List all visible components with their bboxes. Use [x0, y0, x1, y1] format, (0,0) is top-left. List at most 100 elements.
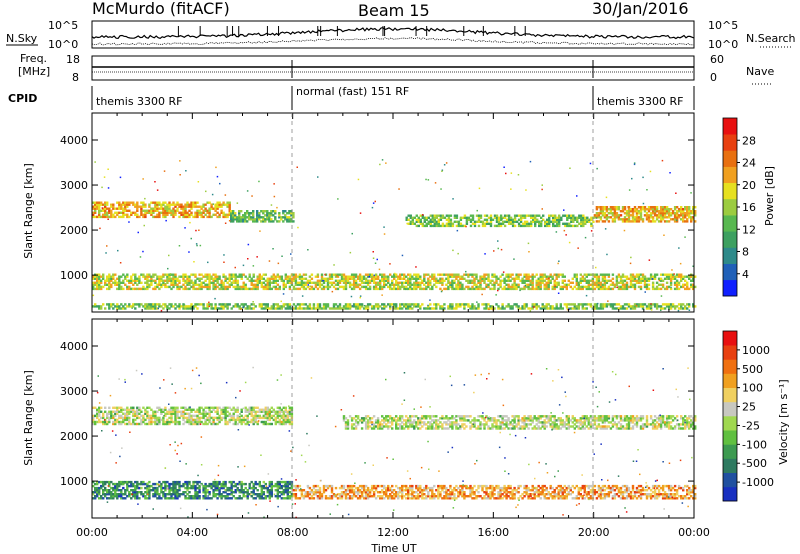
heatmap-cell: [364, 305, 368, 308]
heatmap-cell: [548, 218, 551, 221]
heatmap-cell: [690, 279, 693, 282]
heatmap-cell: [564, 214, 567, 217]
heatmap-cell: [316, 305, 320, 308]
heatmap-cell: [613, 421, 617, 424]
heatmap-cell: [278, 408, 281, 411]
heatmap-cell: [385, 275, 388, 278]
heatmap-cell: [190, 281, 193, 284]
heatmap-cell: [485, 421, 488, 424]
heatmap-cell: [180, 213, 183, 216]
heatmap-cell: [399, 307, 402, 310]
heatmap-cell: [661, 419, 665, 422]
heatmap-cell: [366, 419, 370, 422]
heatmap-cell: [673, 214, 677, 217]
heatmap-cell: [530, 220, 533, 223]
heatmap-cell: [417, 417, 420, 420]
heatmap-cell: [575, 421, 578, 424]
heatmap-cell: [238, 416, 241, 420]
heatmap-cell: [567, 279, 570, 282]
heatmap-cell: [350, 417, 354, 420]
heatmap-cell: [692, 208, 695, 211]
heatmap-cell: [208, 213, 211, 216]
heatmap-cell: [294, 275, 298, 278]
heatmap-cell: [346, 419, 350, 422]
heatmap-cell: [348, 277, 352, 280]
heatmap-cell: [401, 283, 404, 286]
heatmap-cell: [682, 210, 685, 213]
heatmap-cell: [164, 406, 167, 409]
heatmap-cell: [649, 220, 653, 223]
heatmap-cell: [665, 220, 669, 223]
heatmap-cell: [523, 273, 526, 276]
heatmap-cell: [142, 406, 145, 409]
heatmap-cell: [532, 218, 535, 221]
heatmap-cell: [172, 410, 175, 413]
heatmap-cell: [521, 222, 525, 225]
heatmap-cell: [198, 408, 201, 411]
heatmap-cell: [505, 425, 508, 428]
heatmap-cell: [525, 277, 528, 280]
heatmap-cell: [114, 410, 117, 413]
heatmap-point: [677, 309, 680, 312]
heatmap-cell: [150, 209, 153, 212]
heatmap-cell: [407, 303, 410, 306]
heatmap-cell: [236, 408, 239, 411]
heatmap-cell: [659, 277, 663, 280]
heatmap-cell: [583, 415, 586, 418]
heatmap-cell: [637, 210, 641, 213]
heatmap-cell: [98, 201, 101, 204]
heatmap-cell: [212, 422, 215, 426]
heatmap-cell: [156, 406, 159, 409]
heatmap-cell: [509, 222, 513, 225]
heatmap-cell: [208, 287, 211, 291]
heatmap-cell: [116, 281, 119, 284]
heatmap-cell: [449, 281, 452, 284]
heatmap-cell: [431, 277, 434, 280]
heatmap-cell: [529, 281, 532, 284]
heatmap-cell: [551, 421, 554, 424]
heatmap-cell: [519, 224, 523, 228]
heatmap-cell: [677, 307, 681, 310]
heatmap-cell: [543, 285, 546, 289]
heatmap-cell: [168, 201, 171, 204]
heatmap-point: [493, 250, 495, 252]
heatmap-cell: [582, 216, 585, 219]
heatmap-cell: [413, 216, 416, 219]
heatmap-cell: [364, 279, 368, 282]
heatmap-cell: [242, 216, 245, 219]
heatmap-cell: [680, 303, 683, 306]
heatmap-cell: [112, 273, 115, 276]
heatmap-cell: [547, 417, 550, 420]
heatmap-cell: [316, 279, 320, 282]
heatmap-cell: [138, 406, 141, 409]
heatmap-cell: [613, 303, 617, 306]
heatmap-cell: [659, 287, 663, 291]
heatmap-cell: [108, 273, 111, 276]
heatmap-cell: [423, 417, 426, 420]
heatmap-cell: [356, 303, 360, 306]
colorbar-tick-label: 28: [742, 134, 756, 147]
heatmap-cell: [447, 277, 450, 280]
nave-label: Nave: [746, 65, 774, 78]
heatmap-cell: [527, 427, 530, 430]
heatmap-cell: [507, 216, 511, 219]
heatmap-cell: [593, 303, 597, 306]
heatmap-cell: [409, 423, 412, 426]
heatmap-cell: [568, 216, 571, 219]
heatmap-cell: [453, 220, 457, 223]
heatmap-cell: [431, 216, 434, 219]
heatmap-cell: [429, 421, 432, 424]
heatmap-cell: [549, 425, 552, 428]
heatmap-cell: [609, 303, 613, 306]
heatmap-cell: [471, 307, 474, 310]
heatmap-cell: [513, 287, 516, 291]
heatmap-cell: [116, 418, 119, 422]
heatmap-cell: [286, 220, 289, 223]
heatmap-cell: [102, 277, 105, 280]
cpid-label: CPID: [8, 92, 37, 105]
heatmap-cell: [389, 421, 392, 424]
heatmap-cell: [242, 285, 245, 289]
heatmap-cell: [607, 279, 611, 282]
heatmap-cell: [180, 414, 183, 418]
heatmap-cell: [637, 417, 641, 420]
